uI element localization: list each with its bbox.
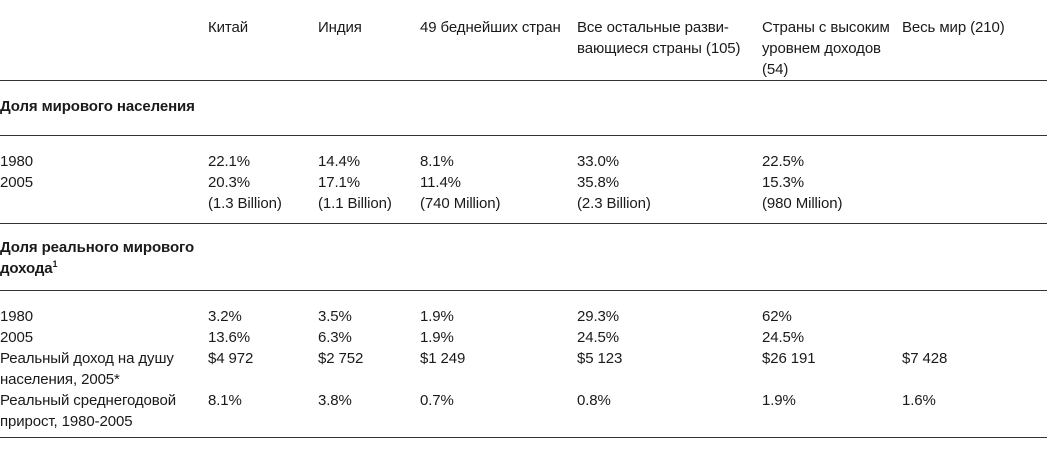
column-header-world: Весь мир (210) <box>902 19 1005 36</box>
divider-line <box>0 222 1047 224</box>
cell-other-developing: $5 123 <box>577 350 623 367</box>
cell-china: $4 972 <box>208 350 254 367</box>
cell-high-income: 1.9% <box>762 392 796 409</box>
cell-poorest-49: 1.9% <box>420 308 454 325</box>
cell-india: (1.1 Billion) <box>318 194 392 212</box>
section-title-population: Доля мирового населения <box>0 98 195 115</box>
cell-india: 3.5% <box>318 308 352 325</box>
cell-poorest-49: 8.1% <box>420 152 454 170</box>
header-label-cell <box>0 0 208 81</box>
cell-india: 3.8% <box>318 392 352 409</box>
row-label: Реальный среднегодовой прирост, 1980-200… <box>0 392 177 430</box>
cell-china: 20.3% <box>208 173 251 191</box>
cell-poorest-49: 0.7% <box>420 392 454 409</box>
cell-other-developing: 29.3% <box>577 308 620 325</box>
cell-other-developing: 33.0% <box>577 152 620 170</box>
cell-world <box>902 172 1047 193</box>
cell-india: 17.1% <box>318 173 361 191</box>
table-header-row: Китай Индия 49 беднейших стран Все остал… <box>0 0 1047 81</box>
cell-world: $7 428 <box>902 350 948 367</box>
cell-china: 3.2% <box>208 308 242 325</box>
world-economy-table: Китай Индия 49 беднейших стран Все остал… <box>0 0 1047 438</box>
cell-high-income: 24.5% <box>762 329 805 346</box>
row-label: 2005 <box>0 173 33 191</box>
table-row-population-2005: 2005 20.3% 17.1% 11.4% 35.8% 15.3% <box>0 172 1047 193</box>
cell-high-income: $26 191 <box>762 350 816 367</box>
divider-line <box>0 290 1047 291</box>
cell-high-income: 62% <box>762 308 792 325</box>
table-row-population-totals: (1.3 Billion) (1.1 Billion) (740 Million… <box>0 193 1047 224</box>
table-row-population-1980: 1980 22.1% 14.4% 8.1% 33.0% 22.5% <box>0 136 1047 172</box>
divider-line <box>0 134 1047 136</box>
section-title-income: Доля реального мирового дохода <box>0 238 195 277</box>
column-header-poorest-49: 49 беднейших стран <box>420 19 561 36</box>
cell-high-income: 15.3% <box>762 173 805 191</box>
cell-other-developing: (2.3 Billion) <box>577 194 651 212</box>
section-title-income-wrap: Доля реального мирового дохода1 <box>0 224 1047 291</box>
section-heading-population: Доля мирового населения <box>0 81 1047 135</box>
cell-poorest-49: 11.4% <box>420 173 461 191</box>
section-heading-income: Доля реального мирового дохода1 <box>0 224 1047 291</box>
cell-other-developing: 24.5% <box>577 329 620 346</box>
table-row-income-1980: 1980 3.2% 3.5% 1.9% 29.3% 62% <box>0 291 1047 327</box>
footnote-marker: 1 <box>52 258 58 269</box>
cell-china: 8.1% <box>208 392 242 409</box>
cell-world <box>902 327 1047 348</box>
cell-world <box>902 193 1047 224</box>
column-header-other-developing: Все остальные разви- вающиеся страны (10… <box>577 19 741 57</box>
divider-line <box>0 437 1047 438</box>
row-label <box>0 193 208 224</box>
row-label: 1980 <box>0 308 33 325</box>
cell-china: 13.6% <box>208 329 251 346</box>
table-row-income-2005: 2005 13.6% 6.3% 1.9% 24.5% 24.5% <box>0 327 1047 348</box>
cell-india: $2 752 <box>318 350 364 367</box>
cell-china: 22.1% <box>208 152 251 170</box>
cell-other-developing: 35.8% <box>577 173 620 191</box>
cell-india: 6.3% <box>318 329 352 346</box>
cell-china: (1.3 Billion) <box>208 194 282 212</box>
table-row-income-growth: Реальный среднегодовой прирост, 1980-200… <box>0 390 1047 438</box>
cell-poorest-49: $1 249 <box>420 350 466 367</box>
cell-world: 1.6% <box>902 392 936 409</box>
column-header-china: Китай <box>208 19 249 36</box>
cell-poorest-49: 1.9% <box>420 329 454 346</box>
divider-line <box>0 80 1047 81</box>
cell-high-income: 22.5% <box>762 152 805 170</box>
row-label: Реальный доход на душу населения, 2005* <box>0 350 174 388</box>
cell-world <box>902 136 1047 172</box>
cell-poorest-49: (740 Million) <box>420 194 501 212</box>
cell-other-developing: 0.8% <box>577 392 611 409</box>
column-header-high-income: Страны с высоким уровнем доходов (54) <box>762 19 890 78</box>
row-label: 1980 <box>0 152 33 170</box>
cell-high-income: (980 Million) <box>762 194 843 212</box>
cell-world <box>902 291 1047 327</box>
table-row-income-per-capita: Реальный доход на душу населения, 2005* … <box>0 348 1047 390</box>
column-header-india: Индия <box>318 19 362 36</box>
cell-india: 14.4% <box>318 152 361 170</box>
row-label: 2005 <box>0 329 33 346</box>
